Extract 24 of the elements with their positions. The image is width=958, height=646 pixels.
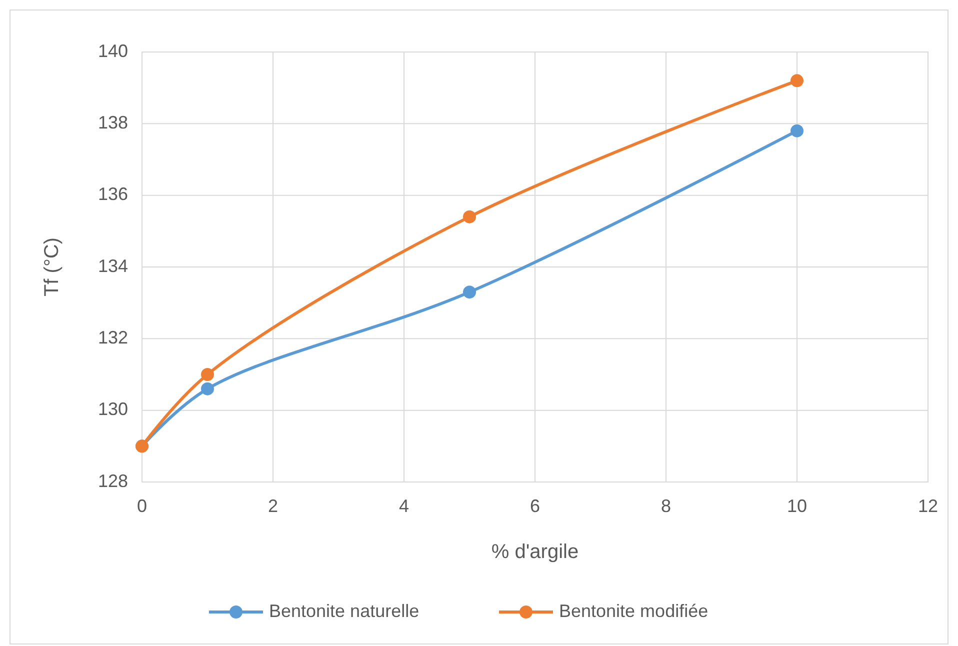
x-tick-label: 8 — [660, 496, 672, 516]
legend-label: Bentonite naturelle — [269, 600, 420, 621]
y-tick-label: 134 — [98, 256, 128, 276]
legend-label: Bentonite modifiée — [559, 600, 708, 621]
point — [463, 210, 476, 224]
x-tick-label: 4 — [398, 496, 410, 516]
y-tick-label: 128 — [98, 470, 128, 491]
y-tick-label: 136 — [98, 184, 128, 204]
y-tick-label: 130 — [98, 399, 128, 420]
point — [201, 368, 214, 381]
point — [790, 74, 804, 88]
y-axis-title: Tf (°C) — [41, 237, 63, 297]
y-tick-label: 132 — [98, 327, 128, 348]
point — [201, 382, 214, 396]
y-tick-label: 138 — [98, 112, 128, 132]
x-axis-title: % d'argile — [491, 541, 579, 563]
point — [463, 286, 476, 299]
point — [790, 124, 804, 138]
x-tick-label: 2 — [268, 496, 278, 516]
x-tick-label: 10 — [786, 496, 808, 516]
x-tick-label: 12 — [918, 496, 938, 516]
y-tick-label: 140 — [98, 40, 128, 61]
x-tick-label: 6 — [530, 496, 540, 516]
x-tick-label: 0 — [136, 496, 148, 516]
